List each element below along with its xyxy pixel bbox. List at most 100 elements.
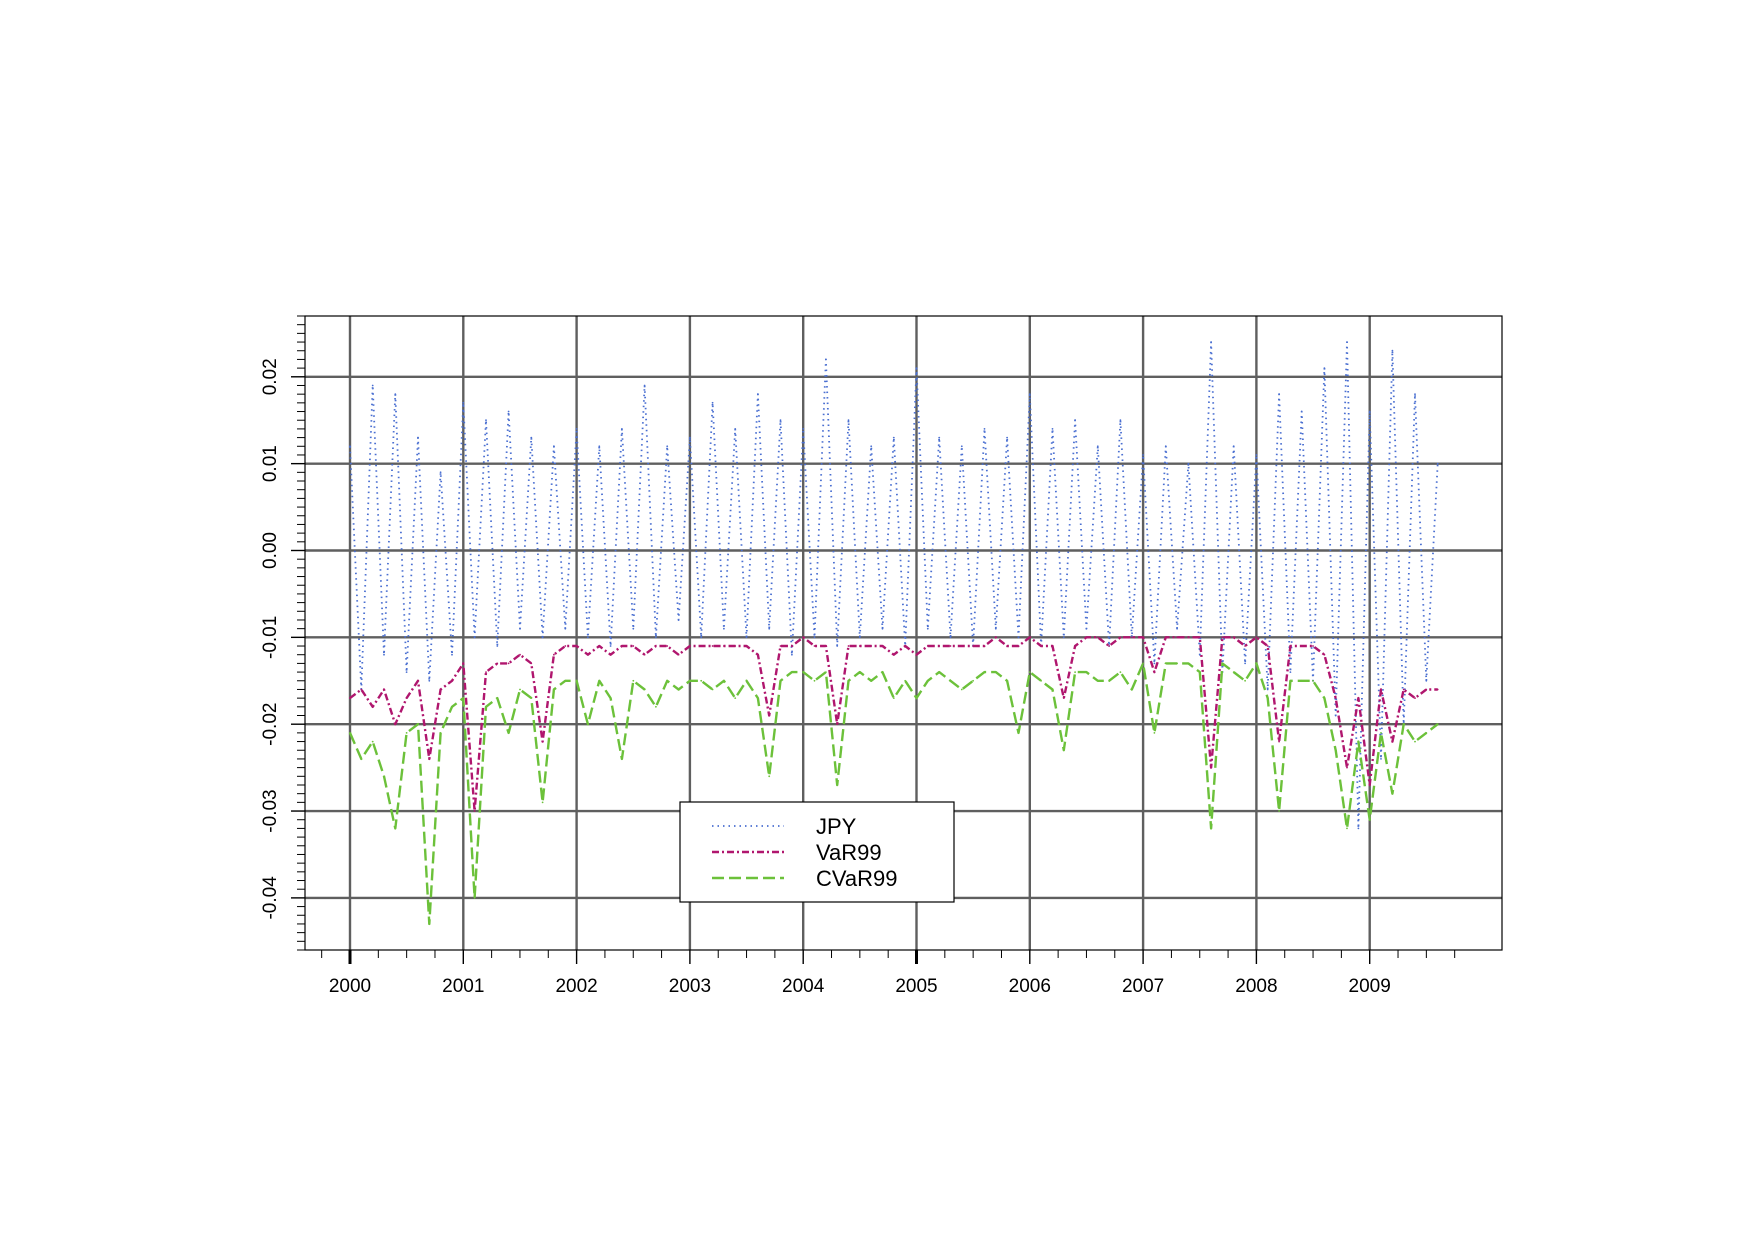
series-var99-point (791, 645, 793, 647)
legend-label: CVaR99 (816, 866, 898, 891)
series-cvar99-point (972, 679, 974, 682)
gridlines (305, 316, 1502, 950)
series-var99-point (1164, 636, 1167, 639)
series-cvar99-point (417, 723, 419, 726)
series-var99-point (1255, 636, 1258, 639)
series-jpy-point (1232, 445, 1235, 448)
series-var99-point (904, 645, 907, 647)
series-cvar99-point (1436, 723, 1439, 726)
series-jpy-point (405, 671, 408, 673)
series-jpy-point (802, 428, 805, 430)
series-var99-point (1436, 688, 1439, 691)
series-var99-point (768, 714, 771, 717)
series-cvar99-point (394, 827, 397, 830)
series-jpy-point (1119, 419, 1122, 422)
series-jpy-point (915, 367, 918, 369)
series-var99-point (870, 645, 873, 647)
series-var99-point (938, 645, 941, 647)
series-jpy-point (711, 401, 714, 404)
series-var99-point (700, 645, 703, 647)
series-jpy-point (1028, 393, 1031, 396)
series-jpy-point (439, 471, 442, 474)
series-jpy-point (813, 636, 816, 639)
series-jpy-point (847, 419, 850, 422)
series-cvar99-point (1244, 679, 1246, 682)
series-var99-point (1414, 697, 1416, 699)
series-jpy-point (1414, 393, 1416, 396)
series-jpy-point (1278, 393, 1280, 396)
series-var99-point (711, 645, 714, 647)
series-var99-point (405, 697, 408, 699)
series-var99-point (836, 723, 839, 726)
series-var99-point (1402, 688, 1405, 691)
series-cvar99-point (643, 688, 646, 691)
series-var99-point (802, 636, 805, 639)
series-var99-point (734, 645, 737, 647)
series-cvar99-point (1074, 671, 1076, 673)
y-tick-label: -0.03 (260, 789, 281, 832)
series-jpy-point (1266, 688, 1269, 691)
series-var99-point (825, 645, 827, 647)
series-var99-point (1357, 697, 1360, 699)
series-var99-point (1187, 636, 1190, 639)
series-jpy-point (655, 636, 657, 639)
series-cvar99-point (632, 679, 635, 682)
series-jpy-point (1346, 341, 1348, 343)
series-jpy-point (881, 627, 884, 630)
series-cvar99-point (1255, 662, 1258, 665)
series-jpy-point (1368, 410, 1371, 413)
series-var99-point (1085, 636, 1088, 639)
series-var99-point (1062, 697, 1065, 699)
legend-box (679, 801, 955, 903)
series-cvar99-point (836, 784, 839, 786)
series-jpy-point (745, 636, 748, 639)
series-cvar99-point (802, 671, 805, 673)
series-cvar99-point (915, 697, 918, 699)
x-tick-label: 2003 (669, 976, 711, 997)
series-jpy-point (417, 436, 419, 439)
x-tick-label: 2009 (1349, 976, 1391, 997)
series-cvar99-point (813, 679, 816, 682)
series-cvar99-point (621, 758, 623, 760)
series-cvar99-point (858, 671, 861, 673)
series-var99-point (564, 645, 567, 647)
series-jpy-point (632, 627, 635, 630)
series-jpy-point (1164, 445, 1167, 448)
series-cvar99-point (383, 775, 385, 778)
x-tick-label: 2001 (442, 976, 484, 997)
series-var99-point (1153, 671, 1156, 673)
series-var99-point (1028, 636, 1031, 639)
y-tick-label: 0.01 (260, 445, 281, 482)
series-cvar99-point (405, 732, 408, 734)
series-var99-point (1300, 645, 1303, 647)
series-var99-point (1346, 766, 1348, 769)
series-cvar99-point (960, 688, 963, 691)
series-cvar99-point (1346, 827, 1348, 830)
series-var99-point (666, 645, 669, 647)
series-cvar99-point (791, 671, 793, 673)
series-jpy-point (1425, 679, 1428, 682)
series-cvar99-point (994, 671, 997, 673)
series-jpy-point (519, 627, 521, 630)
series-cvar99-point (1028, 671, 1031, 673)
series-jpy-point (677, 619, 680, 621)
series-cvar99-point (1187, 662, 1190, 665)
series-jpy-point (700, 636, 703, 639)
series-var99-point (632, 645, 635, 647)
series-jpy-point (598, 445, 601, 448)
series-var99-point (360, 688, 363, 691)
series-cvar99-point (598, 679, 601, 682)
series-cvar99-point (1119, 671, 1122, 673)
series-cvar99-point (1164, 662, 1167, 665)
series-jpy-point (1436, 462, 1439, 465)
series-jpy-point (1085, 627, 1088, 630)
series-jpy-point (892, 436, 895, 439)
series-var99-point (485, 671, 487, 673)
series-jpy-point (734, 428, 737, 430)
series-jpy-point (757, 393, 759, 396)
series-var99-point (1119, 636, 1122, 639)
series-jpy-point (1210, 341, 1212, 343)
series-jpy-point (371, 384, 374, 387)
series-var99-point (1176, 636, 1178, 639)
